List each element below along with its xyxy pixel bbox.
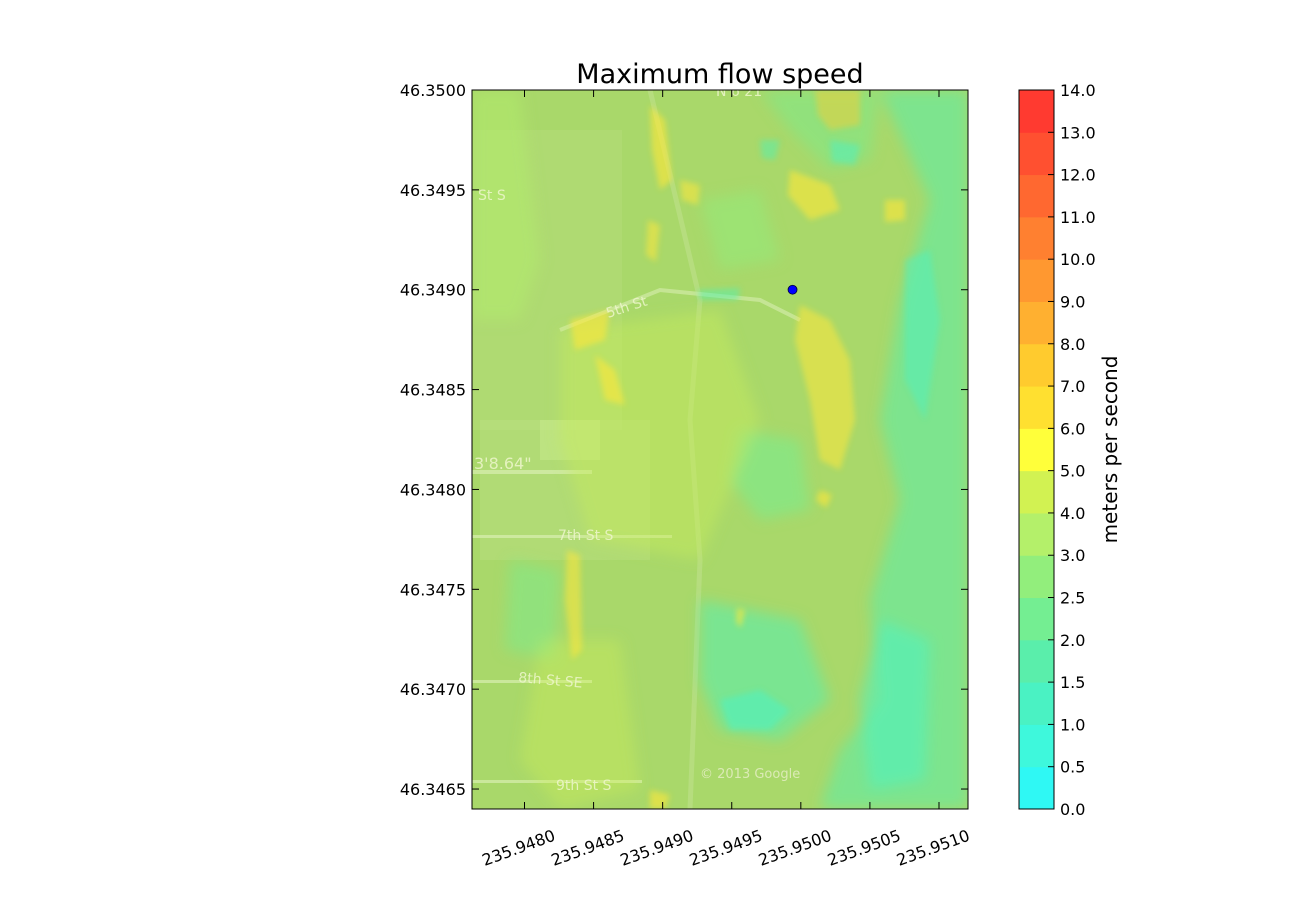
y-tick-label: 46.3490 <box>400 281 466 300</box>
map-credit: © 2013 Google <box>700 767 800 782</box>
y-axis: 46.3465 46.3470 46.3475 46.3480 46.3485 46.34… <box>400 81 968 799</box>
colorbar-band <box>1019 259 1054 302</box>
chart-title: Maximum flow speed <box>576 59 863 90</box>
colorbar-band <box>1019 639 1054 683</box>
colorbar-tick-label: 11.0 <box>1060 208 1096 227</box>
x-tick-label: 235.9480 <box>480 826 558 870</box>
x-tick-label: 235.9505 <box>825 826 903 870</box>
x-tick-label: 235.9490 <box>618 826 696 870</box>
colorbar-tick-label: 0.5 <box>1060 758 1085 777</box>
y-tick-label: 46.3470 <box>400 680 466 699</box>
colorbar-tick-label: 4.0 <box>1060 504 1085 523</box>
y-tick-label: 46.3475 <box>400 580 466 599</box>
colorbar-band <box>1019 766 1054 810</box>
y-tick-label: 46.3480 <box>400 480 466 499</box>
colorbar-tick-label: 2.5 <box>1060 589 1085 608</box>
colorbar-tick-label: 1.0 <box>1060 715 1085 734</box>
plot-area: St S 5th St 3'8.64" 7th St S 8th St SE 9… <box>472 84 968 809</box>
colorbar-tick-label: 3.0 <box>1060 546 1085 565</box>
street-label-8th-st-se: 8th St SE <box>518 670 583 692</box>
contour-high-speed-patches <box>565 90 905 809</box>
contour-low-speed-patches <box>698 140 940 730</box>
colorbar-band <box>1019 216 1054 260</box>
colorbar-tick-label: 14.0 <box>1060 81 1096 100</box>
colorbar-tick-label: 13.0 <box>1060 123 1096 142</box>
colorbar-tick-label: 10.0 <box>1060 250 1096 269</box>
colorbar-band <box>1019 555 1054 599</box>
colorbar-band <box>1019 512 1054 556</box>
colorbar-label: meters per second <box>1098 356 1122 544</box>
colorbar-band <box>1019 597 1054 641</box>
colorbar-band <box>1019 90 1054 133</box>
x-tick-label: 235.9485 <box>549 826 627 870</box>
x-tick-label: 235.9495 <box>687 826 765 870</box>
colorbar-band <box>1019 301 1054 345</box>
colorbar-tick-label: 9.0 <box>1060 292 1085 311</box>
colorbar-tick-label: 0.0 <box>1060 800 1085 819</box>
colorbar-band <box>1019 470 1054 514</box>
plot-frame <box>471 89 969 810</box>
colorbar-tick-label: 7.0 <box>1060 377 1085 396</box>
colorbar-band <box>1019 386 1054 429</box>
street-label-top: N 6 21 <box>716 84 762 100</box>
coordinate-label: 3'8.64" <box>474 454 532 473</box>
colorbar-tick-label: 2.0 <box>1060 631 1085 650</box>
colorbar-band <box>1019 682 1054 725</box>
colorbar-band <box>1019 132 1054 176</box>
colorbar-band <box>1019 174 1054 218</box>
street-label-9th-st-s: 9th St S <box>556 778 612 794</box>
y-tick-label: 46.3495 <box>400 181 466 200</box>
colorbar: 0.0 0.5 1.0 1.5 2.0 2.5 3.0 4.0 5.0 6.0 7.0 8.0 9.0 1… <box>1018 81 1096 819</box>
street-label-st-s: St S <box>478 188 506 204</box>
y-tick-label: 46.3500 <box>400 81 466 100</box>
colorbar-tick-label: 6.0 <box>1060 419 1085 438</box>
colorbar-tick-label: 12.0 <box>1060 166 1096 185</box>
x-tick-label: 235.9500 <box>756 826 834 870</box>
colorbar-frame <box>1018 89 1055 810</box>
x-tick-label: 235.9510 <box>894 826 972 870</box>
colorbar-band <box>1019 428 1054 472</box>
location-marker[interactable] <box>787 284 798 295</box>
colorbar-tick-label: 8.0 <box>1060 335 1085 354</box>
street-label-7th-st-s: 7th St S <box>558 528 614 544</box>
colorbar-tick-label: 5.0 <box>1060 462 1085 481</box>
colorbar-band <box>1019 724 1054 768</box>
y-tick-label: 46.3485 <box>400 381 466 400</box>
colorbar-tick-label: 1.5 <box>1060 673 1085 692</box>
y-tick-label: 46.3465 <box>400 780 466 799</box>
colorbar-band <box>1019 343 1054 387</box>
